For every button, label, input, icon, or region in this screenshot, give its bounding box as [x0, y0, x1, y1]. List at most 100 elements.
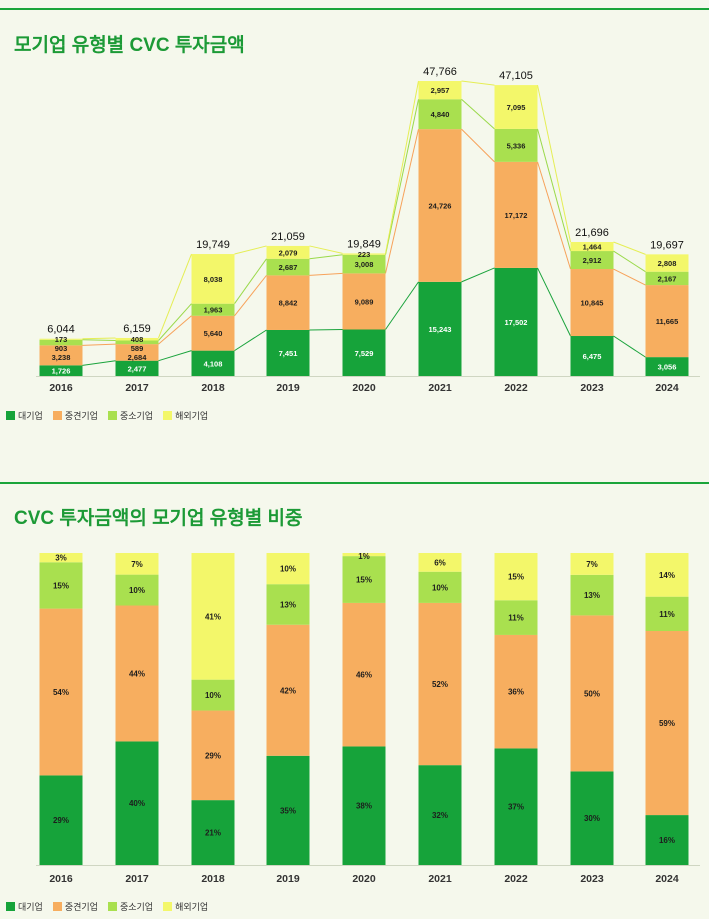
bar-mid-company: [191, 315, 235, 351]
connector-line-small-company: [461, 98, 495, 130]
x-tick-label: 2022: [504, 873, 528, 885]
connector-line-large-company: [234, 329, 267, 352]
value-label-foreign-company: 10%: [280, 565, 296, 574]
bar-large-company: [191, 350, 235, 376]
middle-rule: [0, 482, 709, 484]
value-label-large-company: 21%: [205, 829, 221, 838]
value-label-foreign-company: 14%: [659, 571, 675, 580]
total-label: 19,697: [650, 239, 684, 251]
x-tick-label: 2023: [580, 873, 604, 885]
x-tick-label: 2022: [504, 382, 528, 394]
connector-line-foreign-company: [234, 245, 267, 255]
value-label-small-company: 11%: [659, 610, 675, 619]
value-label-foreign-company: 2,079: [279, 248, 298, 257]
bar-large-company: [115, 360, 159, 376]
x-tick-label: 2016: [49, 382, 73, 394]
value-label-mid-company: 5,640: [204, 329, 223, 338]
value-label-mid-company: 46%: [356, 671, 372, 680]
value-label-large-company: 30%: [584, 814, 600, 823]
bar-large-company: [342, 329, 386, 376]
legend-swatch: [163, 902, 173, 911]
total-label: 21,696: [575, 227, 609, 239]
bar-foreign-company: [191, 553, 235, 680]
bar-large-company: [115, 741, 159, 865]
legend-label: 대기업: [18, 411, 43, 421]
x-tick-label: 2019: [276, 382, 300, 394]
connector-line-small-company: [613, 250, 646, 273]
bar-foreign-company: [494, 85, 538, 129]
total-label: 6,159: [123, 323, 151, 335]
bar-mid-company: [115, 344, 159, 361]
legend-label: 중견기업: [64, 902, 98, 912]
value-label-large-company: 1,726: [52, 367, 71, 376]
value-label-mid-company: 10,845: [581, 299, 604, 308]
bar-small-company: [115, 574, 159, 606]
value-label-small-company: 589: [131, 344, 144, 353]
legend-item-large-company: 대기업: [6, 409, 43, 422]
x-tick-label: 2020: [352, 873, 376, 885]
value-label-mid-company: 2,684: [128, 353, 148, 362]
x-tick-label: 2024: [655, 873, 679, 885]
bar-large-company: [266, 329, 310, 376]
value-label-large-company: 7,451: [279, 349, 298, 358]
value-label-foreign-company: 1,464: [583, 243, 603, 252]
value-label-small-company: 2,687: [279, 263, 298, 272]
bar-foreign-company: [418, 553, 462, 572]
value-label-large-company: 35%: [280, 806, 296, 815]
value-label-mid-company: 24,726: [429, 202, 452, 211]
connector-line-large-company: [461, 267, 495, 283]
value-label-mid-company: 59%: [659, 719, 675, 728]
total-label: 21,059: [271, 231, 305, 243]
bar-small-company: [418, 571, 462, 603]
legend-item-small-company: 중소기업: [107, 900, 154, 913]
legend-swatch: [163, 411, 173, 420]
bar-large-company: [39, 775, 83, 865]
connector-line-mid-company: [82, 343, 116, 346]
value-label-mid-company: 42%: [280, 686, 296, 695]
connector-line-small-company: [158, 303, 192, 341]
value-label-mid-company: 29%: [205, 751, 221, 760]
value-label-large-company: 32%: [432, 811, 448, 820]
connector-line-mid-company: [234, 275, 267, 317]
bar-large-company: [191, 800, 235, 865]
value-label-small-company: 15%: [53, 581, 69, 590]
value-label-small-company: 4,840: [431, 110, 450, 119]
value-label-foreign-company: 1%: [358, 552, 370, 561]
x-tick-label: 2020: [352, 382, 376, 394]
bar-foreign-company: [191, 254, 235, 304]
value-label-foreign-company: 3%: [55, 554, 67, 563]
total-label: 47,766: [423, 66, 457, 78]
bar-small-company: [570, 251, 614, 270]
value-label-foreign-company: 7%: [586, 560, 598, 569]
connector-line-foreign-company: [158, 253, 192, 339]
bar-foreign-company: [645, 553, 689, 597]
bar-foreign-company: [266, 245, 310, 259]
x-tick-label: 2017: [125, 382, 149, 394]
bar-foreign-company: [266, 553, 310, 585]
chart1-legend: 대기업 중견기업 중소기업 해외기업: [6, 409, 208, 422]
value-label-large-company: 4,108: [204, 359, 223, 368]
value-label-small-company: 13%: [584, 591, 600, 600]
connector-line-large-company: [537, 267, 571, 337]
x-tick-label: 2023: [580, 382, 604, 394]
bar-mid-company: [266, 275, 310, 330]
legend-label: 중소기업: [119, 902, 154, 912]
bar-large-company: [418, 765, 462, 865]
value-label-large-company: 2,477: [128, 364, 147, 373]
bar-mid-company: [115, 605, 159, 742]
connector-line-foreign-company: [385, 80, 419, 254]
value-label-large-company: 3,056: [658, 363, 677, 372]
x-tick-label: 2016: [49, 873, 73, 885]
bar-small-company: [266, 584, 310, 625]
bar-mid-company: [39, 608, 83, 776]
value-label-foreign-company: 8,038: [204, 275, 223, 284]
bar-foreign-company: [39, 553, 83, 563]
value-label-mid-company: 54%: [53, 688, 69, 697]
value-label-small-company: 2,912: [583, 256, 602, 265]
bar-small-company: [494, 128, 538, 162]
value-label-small-company: 903: [55, 344, 68, 353]
connector-line-small-company: [537, 128, 571, 252]
value-label-small-company: 15%: [356, 576, 372, 585]
bar-large-company: [570, 771, 614, 865]
legend-item-small-company: 중소기업: [107, 409, 153, 422]
